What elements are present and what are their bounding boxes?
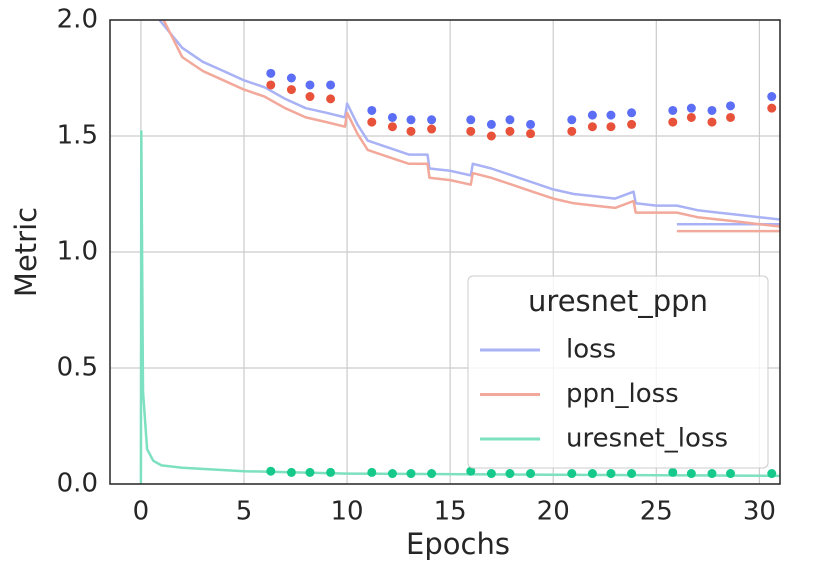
point (567, 469, 577, 479)
point (627, 119, 637, 129)
point (668, 117, 678, 127)
point (486, 469, 496, 479)
point (526, 129, 536, 139)
point (606, 110, 616, 120)
x-axis-label: Epochs (406, 527, 510, 561)
point (387, 122, 397, 132)
point (266, 466, 276, 476)
point (486, 131, 496, 141)
point (606, 469, 616, 479)
point (367, 105, 377, 115)
point (767, 92, 777, 102)
y-tick-label: 1.0 (57, 237, 98, 267)
point (505, 126, 515, 136)
x-tick-label: 25 (640, 497, 673, 527)
point (767, 103, 777, 113)
point (406, 115, 416, 125)
point (627, 108, 637, 118)
point (627, 469, 637, 479)
point (406, 126, 416, 136)
point (767, 469, 777, 479)
y-tick-label: 1.5 (57, 121, 98, 151)
point (427, 115, 437, 125)
point (466, 126, 476, 136)
point (726, 112, 736, 122)
point (466, 115, 476, 125)
point (305, 467, 315, 477)
point (606, 122, 616, 132)
point (427, 124, 437, 134)
point (367, 117, 377, 127)
point (726, 469, 736, 479)
point (587, 122, 597, 132)
x-tick-label: 10 (331, 497, 364, 527)
point (707, 105, 717, 115)
point (668, 105, 678, 115)
x-tick-label: 15 (434, 497, 467, 527)
y-tick-label: 2.0 (57, 5, 98, 35)
legend-title: uresnet_ppn (528, 284, 708, 318)
point (505, 115, 515, 125)
point (326, 467, 336, 477)
point (305, 92, 315, 102)
point (266, 80, 276, 90)
point (326, 80, 336, 90)
line (139, 130, 780, 484)
legend-label: loss (566, 335, 616, 365)
point (707, 469, 717, 479)
point (567, 115, 577, 125)
legend-label: ppn_loss (566, 379, 679, 409)
point (726, 101, 736, 111)
plot-area (139, 20, 780, 484)
plot-frame (109, 19, 781, 485)
x-tick-label: 20 (537, 497, 570, 527)
x-tick-label: 5 (236, 497, 253, 527)
point (286, 467, 296, 477)
point (486, 119, 496, 129)
point (387, 469, 397, 479)
point (587, 110, 597, 120)
x-tick-label: 0 (133, 497, 150, 527)
line (162, 20, 780, 233)
point (526, 119, 536, 129)
point (406, 469, 416, 479)
point (668, 467, 678, 477)
point (387, 112, 397, 122)
point (427, 469, 437, 479)
point (466, 466, 476, 476)
point (567, 126, 577, 136)
y-axis-label: Metric (9, 207, 43, 297)
point (286, 73, 296, 83)
point (305, 80, 315, 90)
point (266, 68, 276, 78)
x-tick-label: 30 (743, 497, 776, 527)
point (526, 469, 536, 479)
point (367, 467, 377, 477)
y-tick-label: 0.0 (57, 469, 98, 499)
point (587, 469, 597, 479)
y-tick-label: 0.5 (57, 353, 98, 383)
point (686, 103, 696, 113)
point (707, 117, 717, 127)
point (505, 469, 515, 479)
legend-box (467, 275, 769, 469)
point (286, 85, 296, 95)
point (686, 112, 696, 122)
legend-label: uresnet_loss (566, 424, 728, 454)
point (326, 94, 336, 104)
point (686, 469, 696, 479)
